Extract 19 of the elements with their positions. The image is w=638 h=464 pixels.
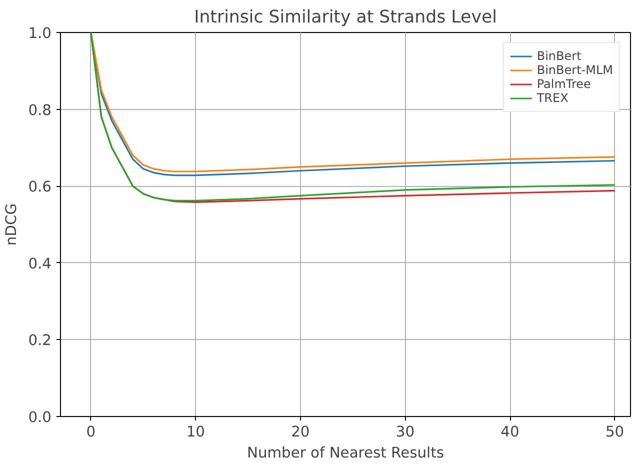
y-tick-label: 0.6	[28, 178, 52, 196]
y-tick-label: 1.0	[28, 25, 52, 42]
chart-title: Intrinsic Similarity at Strands Level	[194, 8, 497, 28]
y-axis-title: nDCG	[3, 203, 20, 246]
x-tick-label: 0	[86, 424, 96, 440]
x-tick-label: 40	[500, 424, 520, 440]
x-tick-label: 10	[186, 424, 205, 440]
legend-label: TREX	[536, 91, 568, 105]
x-tick-label: 20	[291, 424, 310, 440]
y-tick-label: 0.2	[28, 332, 52, 350]
y-tick-label: 0.4	[28, 255, 52, 272]
x-tick-label: 30	[396, 424, 415, 440]
x-axis-title: Number of Nearest Results	[247, 444, 444, 462]
legend-label: BinBert	[536, 49, 582, 63]
x-tick-label: 50	[605, 424, 624, 440]
legend-label: BinBert-MLM	[536, 63, 613, 77]
y-tick-label: 0.8	[28, 102, 52, 119]
legend-label: PalmTree	[536, 77, 591, 91]
y-tick-label: 0.0	[28, 409, 52, 426]
